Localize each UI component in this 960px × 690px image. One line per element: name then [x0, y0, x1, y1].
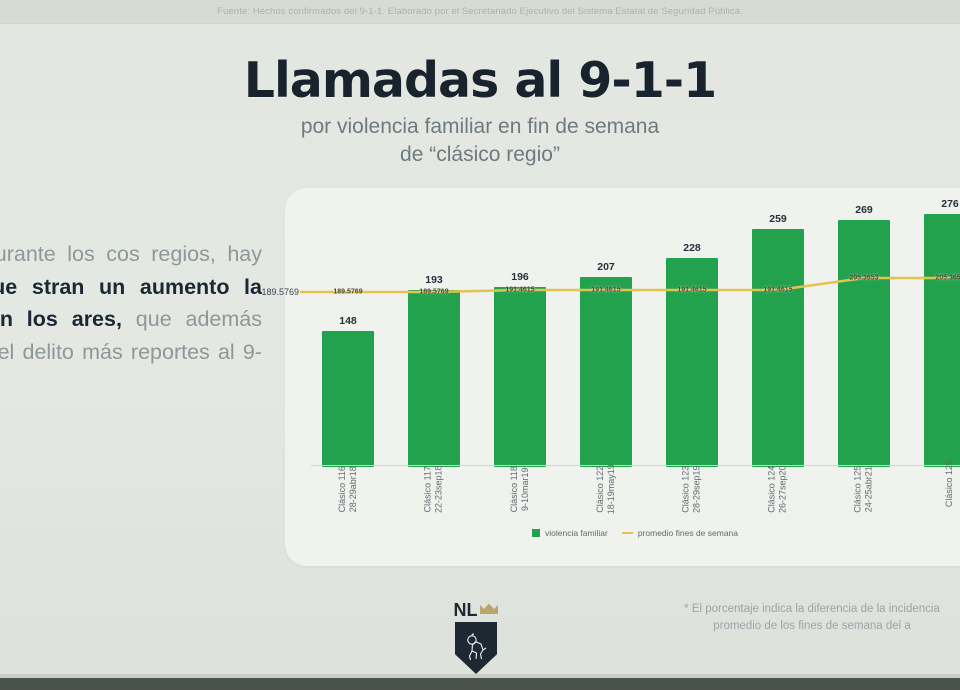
- average-value-label: 189.5769: [333, 288, 363, 296]
- subtitle-line-2: de “clásico regio”: [400, 142, 560, 166]
- legend-item-line: promedio fines de semana: [621, 528, 738, 538]
- bar-value-label: 207: [597, 261, 615, 273]
- bar-column: [829, 220, 899, 467]
- lion-shield-icon: [455, 622, 497, 674]
- average-value-label: 205.3653: [935, 274, 960, 282]
- x-axis-tick: Clásico 123 28-29sep19: [657, 465, 727, 513]
- source-band: Fuente: Hechos confirmados del 9-1-1. El…: [0, 0, 960, 24]
- chart-legend: violencia familiar promedio fines de sem…: [285, 528, 960, 538]
- chart-baseline: [311, 465, 960, 466]
- narrative-line-5: la violencia en los: [0, 274, 262, 332]
- nl-wordmark: NL: [453, 600, 478, 620]
- bar-column: [485, 287, 555, 467]
- bottom-dark-strip: [0, 678, 960, 690]
- narrative-line-3: cadores que: [0, 274, 18, 299]
- average-start-label: 189.5769: [261, 287, 299, 297]
- bar: [752, 229, 804, 467]
- narrative-line-6: ares,: [71, 307, 122, 332]
- page-subtitle: por violencia familiar en fin de semana …: [0, 113, 960, 168]
- bar-value-label: 148: [339, 315, 357, 327]
- bar-value-label: 269: [855, 204, 873, 216]
- x-tick-line-2: 18-19may19: [605, 464, 616, 515]
- bar: [924, 214, 960, 467]
- subtitle-line-1: por violencia familiar en fin de semana: [300, 114, 660, 138]
- bar: [322, 331, 374, 467]
- bar: [494, 287, 546, 467]
- x-axis-tick: Clásico 125 24-25abr21: [829, 466, 899, 513]
- bar-column: [399, 290, 469, 467]
- bar: [666, 258, 718, 467]
- narrative-line-6-rest: que además: [121, 307, 263, 332]
- x-tick-line-2: 28-29sep19: [691, 465, 702, 514]
- legend-label-bars: violencia familiar: [544, 528, 608, 538]
- bar-column: [743, 229, 813, 467]
- footnote: * El porcentaje indica la diferencia de …: [612, 601, 960, 634]
- bar: [580, 277, 632, 467]
- footnote-line-2: promedio de los fines de semana del a: [713, 619, 911, 632]
- x-axis-tick: Clásico 122 18-19may19: [571, 464, 641, 514]
- bar: [838, 220, 890, 467]
- headline-block: Llamadas al 9-1-1 por violencia familiar…: [0, 52, 960, 168]
- x-axis-tick: Clásico 116 28-29abr18: [313, 466, 383, 512]
- bar-column: [571, 277, 641, 467]
- footnote-line-1: * El porcentaje indica la diferencia de …: [684, 603, 940, 615]
- crown-icon: [479, 602, 499, 620]
- bar-value-label: 259: [769, 213, 787, 225]
- bar-column: [657, 258, 727, 467]
- average-value-label: 191.4615: [763, 286, 793, 294]
- x-tick-line-1: Clásico 122: [594, 465, 605, 513]
- narrative-line-4: stran un aumento: [31, 274, 230, 299]
- legend-label-line: promedio fines de semana: [637, 528, 738, 538]
- bar: [408, 290, 460, 467]
- x-axis-tick: Clásico 124 26-27sep20: [743, 465, 813, 513]
- x-axis-tick: Clásico 118 9-10mar19: [485, 466, 555, 512]
- x-tick-line-2: 24-25abr21: [864, 466, 874, 513]
- x-tick-line-2: 26-27sep20: [777, 465, 788, 514]
- x-tick-line-1: Clásico 126: [944, 460, 955, 508]
- chart-plot-area: 189.5769 189.5769 191.4615 191.4615 191.4615…: [261, 198, 960, 514]
- x-tick-line-1: Clásico 125: [852, 465, 863, 513]
- average-value-label: 189.5769: [419, 288, 449, 296]
- x-tick-line-2: 28-29abr18: [347, 466, 358, 513]
- bar-value-label: 228: [683, 242, 701, 254]
- bar-column: [313, 331, 383, 467]
- average-value-label: 205.3653: [849, 274, 879, 282]
- x-tick-line-1: Clásico 124: [766, 465, 777, 513]
- average-value-label: 191.4615: [505, 286, 535, 294]
- x-tick-line-2: 9-10mar19: [519, 467, 530, 512]
- narrative-line-1: de 2018, durante los: [0, 242, 95, 266]
- average-value-label: 191.4615: [677, 286, 707, 294]
- x-axis-tick: Clásico 117 22-23sep18: [399, 465, 469, 513]
- legend-item-bars: violencia familiar: [531, 528, 608, 538]
- source-text: Fuente: Hechos confirmados del 9-1-1. El…: [217, 6, 743, 17]
- legend-line-icon: [621, 532, 633, 534]
- x-tick-line-1: Clásico 123: [680, 465, 691, 513]
- x-tick-line-1: Clásico 118: [508, 466, 519, 513]
- nl-logo: NL: [446, 600, 506, 674]
- narrative-line-7: almente es el delito: [0, 340, 74, 365]
- page-title: Llamadas al 9-1-1: [243, 52, 717, 109]
- bar-value-label: 276: [941, 198, 959, 210]
- bottom-light-strip: [0, 674, 960, 678]
- average-line-svg: [299, 276, 952, 294]
- legend-square-icon: [531, 529, 540, 537]
- bar-value-label: 193: [425, 274, 443, 286]
- average-value-label: 191.4615: [591, 286, 621, 294]
- narrative-text: de 2018, durante los cos regios, hay cad…: [0, 238, 262, 401]
- x-tick-line-1: Clásico 116: [336, 466, 347, 513]
- x-tick-line-2: 22-23sep18: [433, 465, 444, 514]
- bar-column: [915, 214, 960, 467]
- narrative-line-2: cos regios, hay: [106, 242, 263, 266]
- chart-card: 189.5769 189.5769 191.4615 191.4615 191.4615…: [261, 188, 960, 566]
- x-axis-tick: Clásico 126: [915, 460, 960, 507]
- bar-value-label: 196: [511, 271, 529, 283]
- x-tick-line-1: Clásico 117: [422, 466, 433, 513]
- narrative-line-8: más reportes al 9-1-1.: [82, 340, 263, 365]
